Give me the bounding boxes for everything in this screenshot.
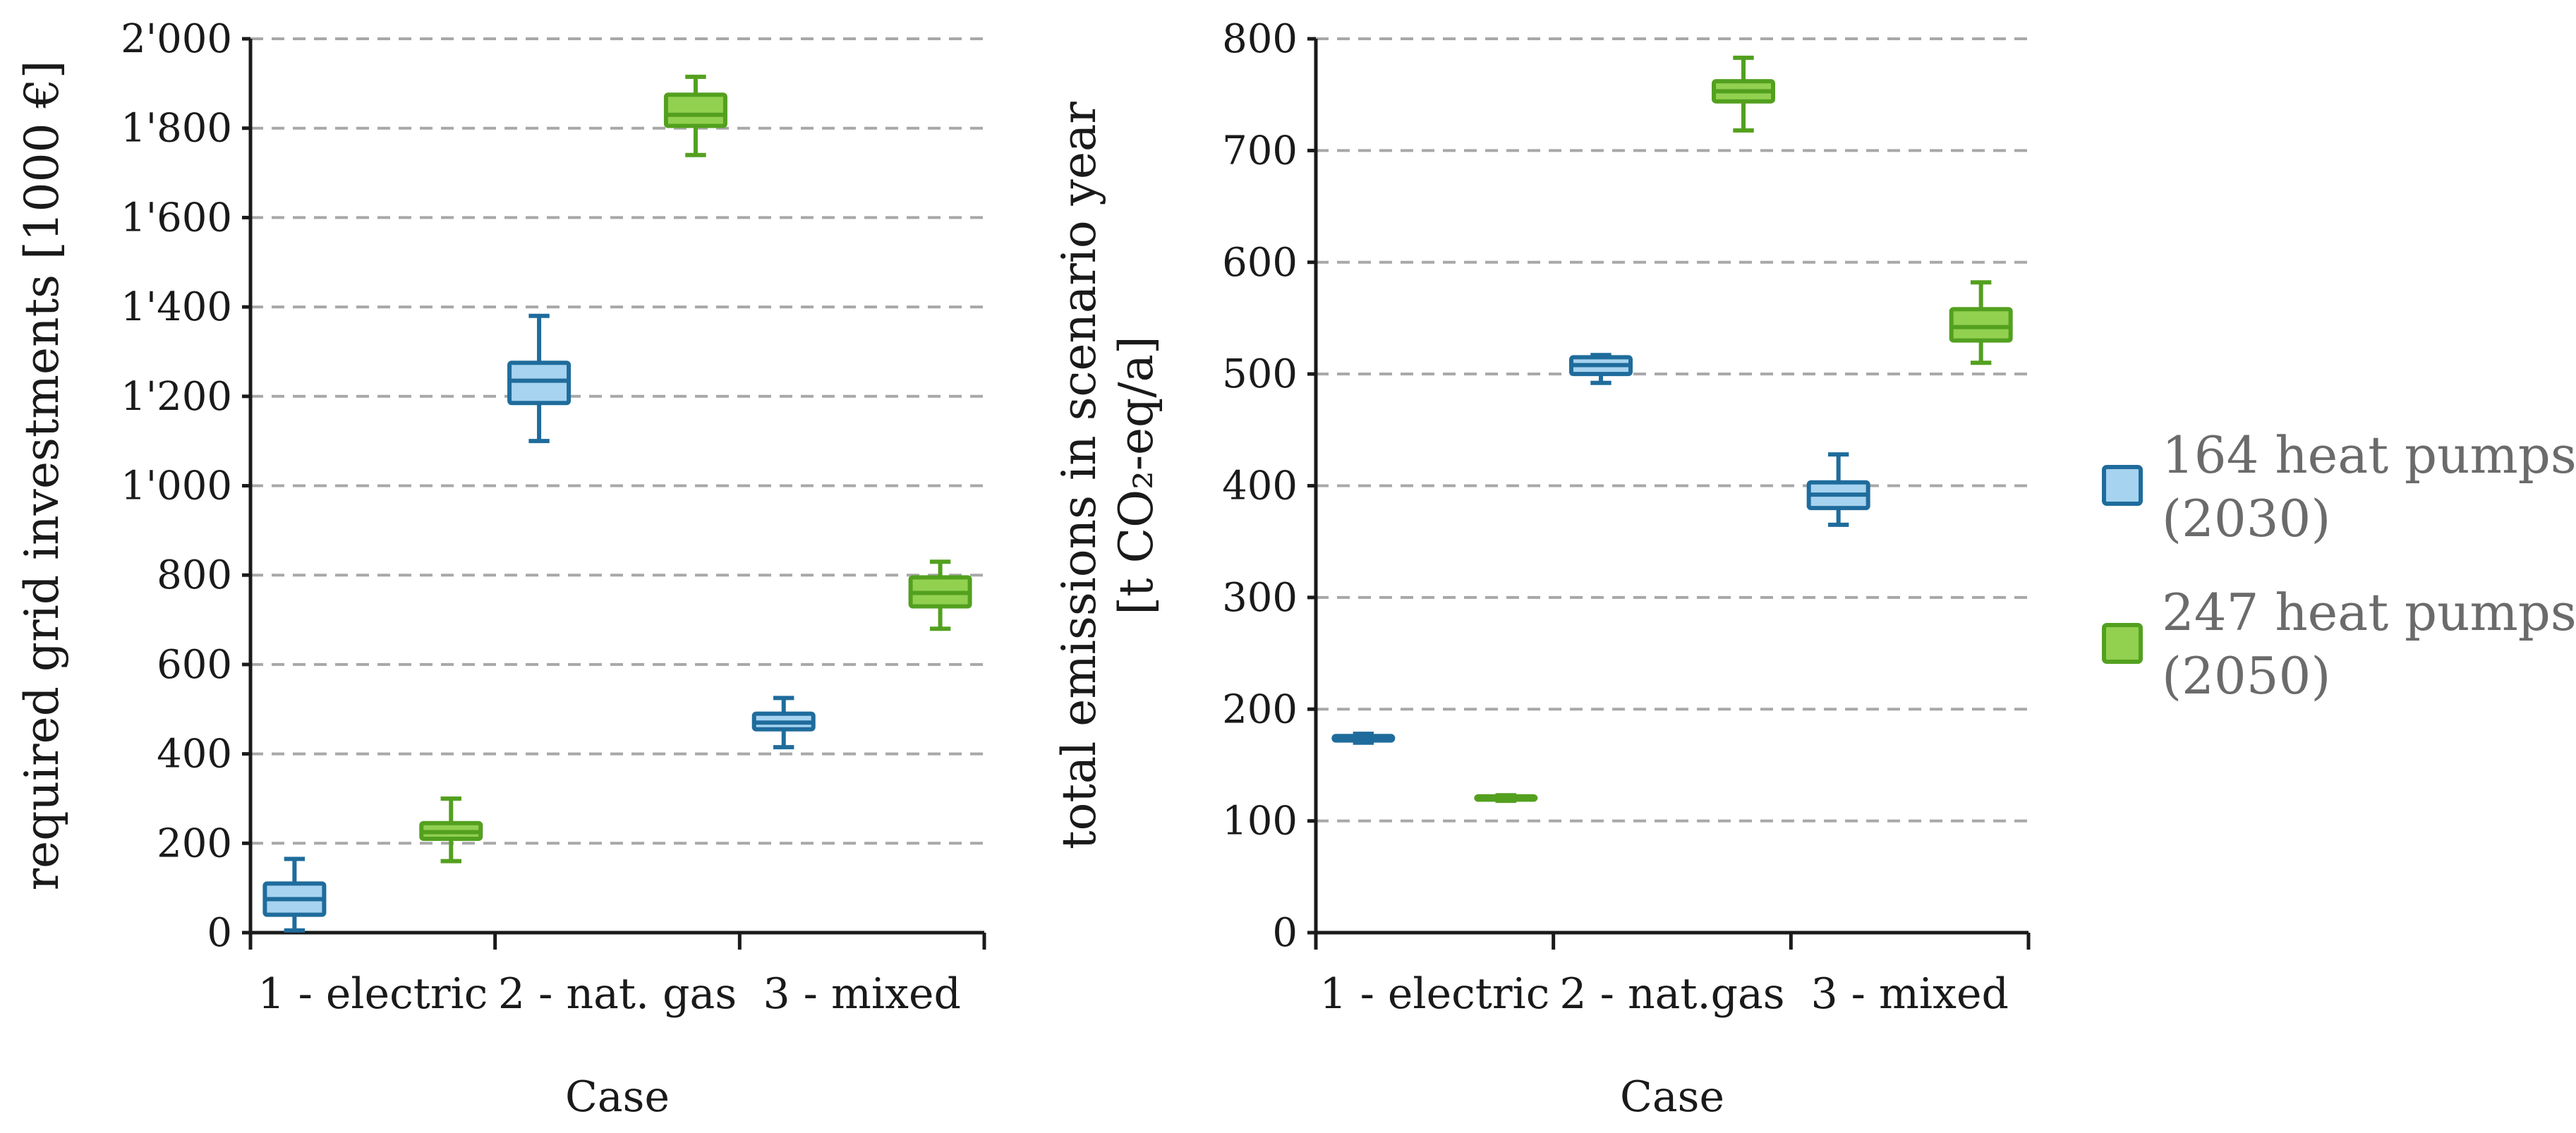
box-iqr (1949, 307, 2013, 343)
box-blue-3 (751, 696, 816, 750)
box-green-3 (908, 559, 972, 631)
y-tick-label: 1'600 (121, 195, 232, 241)
y-tick-label: 2'000 (121, 16, 232, 62)
y-tick-label: 1'200 (121, 374, 232, 420)
y-tick-label: 0 (207, 910, 232, 956)
y-tick-label: 1'400 (121, 284, 232, 330)
y-tick-label: 800 (1222, 16, 1298, 62)
y-tick-label: 1'800 (121, 106, 232, 152)
legend-label-green-line1: 247 heat pumps (2162, 583, 2576, 642)
legend-swatch-blue (2102, 465, 2143, 506)
y-tick-label: 600 (157, 642, 232, 688)
box-iqr (507, 360, 572, 406)
y-tick-label: 100 (1222, 799, 1298, 844)
y-tick-label: 800 (157, 552, 232, 598)
x-axis-label: Case (565, 1072, 670, 1122)
x-tick-label: 2 - nat. gas (498, 969, 737, 1019)
x-axis-label: Case (1620, 1072, 1724, 1122)
y-tick-label: 400 (1222, 464, 1298, 509)
box-green-2 (1712, 55, 1775, 133)
box-green-2 (663, 74, 727, 157)
x-tick-label: 3 - mixed (763, 969, 960, 1019)
x-tick-label: 3 - mixed (1810, 969, 2008, 1019)
box-blue-3 (1806, 452, 1870, 527)
y-tick-label: 300 (1222, 575, 1298, 621)
y-tick-label: 200 (1222, 686, 1298, 732)
box-blue-2 (1569, 353, 1633, 385)
y-tick-label: 1'000 (121, 464, 232, 509)
box-blue-1 (262, 856, 327, 933)
box-green-1 (419, 796, 483, 864)
x-tick-label: 1 - electric (1319, 969, 1549, 1019)
x-tick-label: 2 - nat.gas (1559, 969, 1784, 1019)
legend-label-blue-line2: (2030) (2162, 489, 2330, 548)
box-blue-1 (1331, 732, 1396, 745)
y-axis-label: required grid investments [1000 €] (15, 61, 69, 891)
legend: 164 heat pumps (2030) 247 heat pumps (20… (2102, 425, 2576, 705)
x-tick-label: 1 - electric (258, 969, 488, 1019)
box-iqr (663, 92, 727, 128)
box-green-3 (1949, 280, 2013, 365)
y-tick-label: 200 (157, 820, 232, 866)
y-tick-label: 400 (157, 732, 232, 777)
grid-investments-chart: 0 200 400 600 800 1'000 1'200 1'400 1'600 1'800 2'… (121, 16, 986, 1019)
legend-label-blue-line1: 164 heat pumps (2162, 425, 2576, 485)
emissions-chart: 0 100 200 300 400 500 600 700 800 1 - electric 2 -… (1222, 16, 2031, 1019)
legend-label-green-line2: (2050) (2162, 646, 2330, 705)
box-blue-2 (507, 313, 572, 444)
y-tick-label: 500 (1222, 351, 1298, 397)
legend-swatch-green (2102, 623, 2143, 664)
box-green-1 (1474, 793, 1538, 804)
y-axis-label-line2: [t CO₂-eq/a] (1109, 336, 1163, 614)
y-tick-label: 0 (1272, 910, 1298, 956)
y-tick-label: 600 (1222, 240, 1298, 286)
y-tick-label: 700 (1222, 128, 1298, 174)
y-axis-label-line1: total emissions in scenario year (1052, 102, 1106, 849)
